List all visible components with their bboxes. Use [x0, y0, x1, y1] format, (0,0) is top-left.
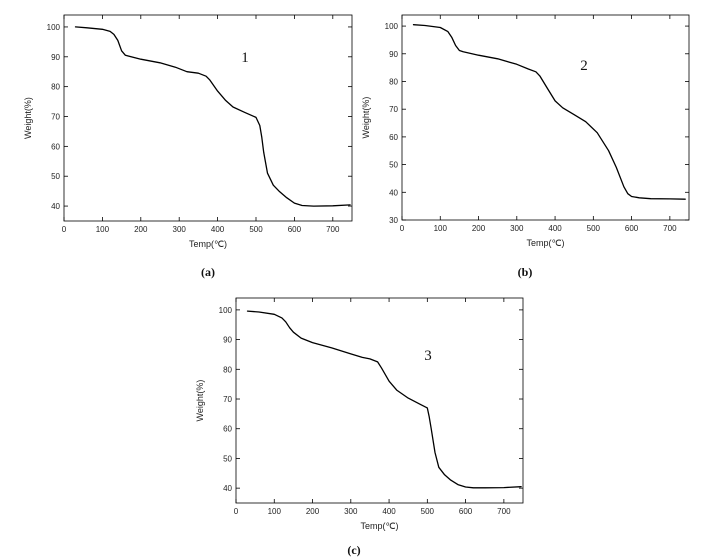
x-tick-label: 700: [663, 224, 677, 233]
y-axis-title: Weight(%): [361, 97, 371, 139]
panel-a: 0 100 200 300 400 500 600 700 40 50 60 70 80 90 100 Tem…: [23, 14, 353, 279]
y-tick-label: 40: [389, 188, 398, 197]
y-tick-label: 80: [389, 77, 398, 86]
y-tick-label: 90: [51, 53, 60, 62]
x-tick-label: 200: [306, 507, 320, 516]
x-tick-label: 0: [400, 224, 405, 233]
plot-frame: [63, 14, 353, 222]
x-tick-label: 200: [134, 225, 148, 234]
y-tick-label: 60: [223, 425, 232, 434]
plot-frame: [401, 14, 690, 221]
y-tick-label: 40: [51, 202, 60, 211]
y-axis-title: Weight(%): [195, 380, 205, 422]
y-tick-label: 90: [223, 336, 232, 345]
x-tick-label: 200: [472, 224, 486, 233]
weight-curve: [246, 310, 522, 489]
panel-caption: (c): [347, 543, 360, 557]
y-tick-label: 50: [389, 161, 398, 170]
x-tick-label: 100: [434, 224, 448, 233]
x-tick-label: 400: [211, 225, 225, 234]
y-tick-label: 100: [219, 306, 233, 315]
x-tick-label: 300: [173, 225, 187, 234]
x-tick-label: 600: [459, 507, 473, 516]
curve-label: 3: [424, 348, 432, 364]
x-tick-label: 400: [382, 507, 396, 516]
y-tick-label: 60: [389, 133, 398, 142]
y-axis-title: Weight(%): [23, 97, 33, 139]
y-tick-label: 70: [51, 113, 60, 122]
curve-label: 2: [580, 58, 588, 74]
x-tick-label: 500: [421, 507, 435, 516]
y-tick-label: 60: [51, 142, 60, 151]
x-tick-label: 0: [234, 507, 239, 516]
x-tick-label: 100: [268, 507, 282, 516]
y-tick-label: 100: [47, 23, 61, 32]
panel-caption: (b): [518, 265, 533, 279]
x-tick-label: 700: [497, 507, 511, 516]
x-tick-label: 600: [625, 224, 639, 233]
x-axis-title: Temp(℃): [360, 521, 398, 531]
x-tick-label: 300: [344, 507, 358, 516]
y-tick-label: 40: [223, 484, 232, 493]
x-tick-label: 600: [288, 225, 302, 234]
panel-c: 0 100 200 300 400 500 600 700 40 50 60 70 80 90 100 Tem…: [195, 297, 524, 557]
y-tick-label: 80: [51, 83, 60, 92]
curve-label: 1: [241, 50, 249, 66]
y-tick-label: 80: [223, 365, 232, 374]
x-tick-label: 100: [96, 225, 110, 234]
x-tick-label: 500: [249, 225, 263, 234]
y-tick-label: 90: [389, 50, 398, 59]
x-axis-title: Temp(℃): [526, 238, 564, 248]
x-tick-label: 300: [510, 224, 524, 233]
x-tick-label: 0: [62, 225, 67, 234]
y-tick-label: 70: [223, 395, 232, 404]
y-tick-label: 50: [223, 454, 232, 463]
panel-caption: (a): [201, 265, 215, 279]
x-tick-label: 700: [326, 225, 340, 234]
weight-curve: [412, 24, 686, 200]
x-tick-label: 500: [587, 224, 601, 233]
weight-curve: [74, 26, 351, 207]
y-tick-label: 100: [385, 22, 399, 31]
y-tick-label: 70: [389, 105, 398, 114]
y-tick-label: 30: [389, 216, 398, 225]
y-tick-label: 50: [51, 172, 60, 181]
x-axis-title: Temp(℃): [189, 239, 227, 249]
panel-b: 0 100 200 300 400 500 600 700 30 40 50 60 70 80 90 100 T…: [361, 14, 690, 279]
plot-frame: [235, 297, 524, 504]
x-tick-label: 400: [548, 224, 562, 233]
